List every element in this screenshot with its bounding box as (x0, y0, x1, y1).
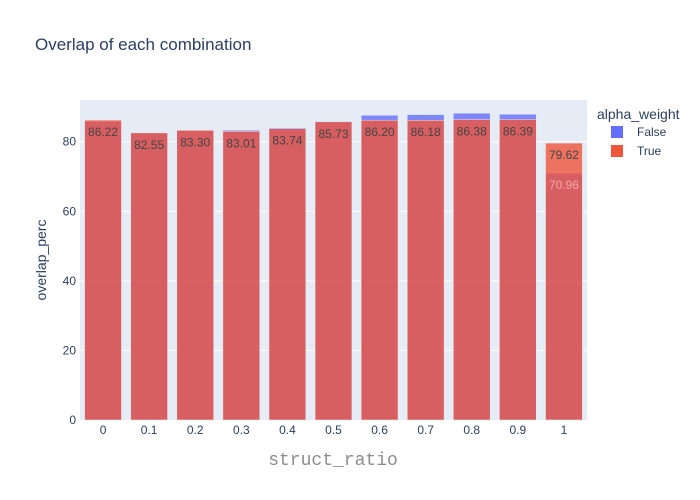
bars (84, 112, 583, 421)
x-tick-label: 0.8 (463, 423, 480, 437)
legend-title: alpha_weight (597, 106, 680, 122)
data-label-true: 82.55 (134, 138, 164, 152)
legend: alpha_weight False True (597, 106, 680, 158)
x-tick-label: 0.4 (279, 423, 296, 437)
bar-true (176, 130, 214, 421)
legend-label-true[interactable]: True (637, 144, 662, 158)
bar-true (499, 119, 537, 421)
data-label-true: 85.73 (318, 127, 348, 141)
x-tick-label: 0 (100, 423, 107, 437)
x-tick-label: 0.5 (325, 423, 342, 437)
legend-label-false[interactable]: False (637, 125, 667, 139)
data-label-false: 70.96 (549, 178, 579, 192)
y-tick-label: 40 (63, 274, 77, 288)
y-tick-label: 60 (63, 204, 77, 218)
bar-true (453, 119, 491, 421)
y-tick-label: 0 (69, 413, 76, 427)
data-label-true: 86.20 (365, 125, 395, 139)
data-label-true: 86.38 (457, 125, 487, 139)
data-label-true: 79.62 (549, 148, 579, 162)
data-label-true: 83.74 (272, 134, 302, 148)
bar-true (360, 119, 399, 421)
bar-true (84, 119, 122, 421)
y-axis-label: overlap_perc (33, 220, 49, 301)
x-tick-label: 0.1 (141, 423, 158, 437)
x-tick-label: 0.9 (510, 423, 527, 437)
data-label-true: 86.22 (88, 125, 118, 139)
bar-true (268, 128, 307, 421)
bar-true (222, 131, 261, 421)
x-tick-label: 0.7 (417, 423, 434, 437)
y-axis-ticks: 0 20 40 60 80 (63, 135, 77, 427)
x-tick-label: 1 (561, 423, 568, 437)
data-label-true: 86.39 (503, 125, 533, 139)
data-label-true: 86.18 (411, 125, 441, 139)
legend-swatch-true[interactable] (611, 145, 623, 157)
data-label-true: 83.01 (226, 136, 256, 150)
legend-swatch-false[interactable] (611, 126, 623, 138)
y-tick-label: 80 (63, 135, 77, 149)
x-tick-label: 0.6 (371, 423, 388, 437)
bar-true (314, 121, 353, 421)
bar-true (130, 132, 168, 421)
data-labels: 70.96 86.22 82.55 83.30 83.01 83.74 85.73 86.20… (88, 125, 579, 193)
x-tick-label: 0.2 (187, 423, 204, 437)
bar-true (545, 142, 583, 421)
data-label-true: 83.30 (180, 135, 210, 149)
x-axis-ticks: 0 0.1 0.2 0.3 0.4 0.5 0.6 0.7 0.8 0.9 1 (100, 423, 568, 437)
y-tick-label: 20 (63, 343, 77, 357)
x-axis-label: struct_ratio (268, 451, 398, 471)
chart-title: Overlap of each combination (35, 35, 251, 54)
bar-true (406, 119, 445, 421)
x-tick-label: 0.3 (233, 423, 250, 437)
